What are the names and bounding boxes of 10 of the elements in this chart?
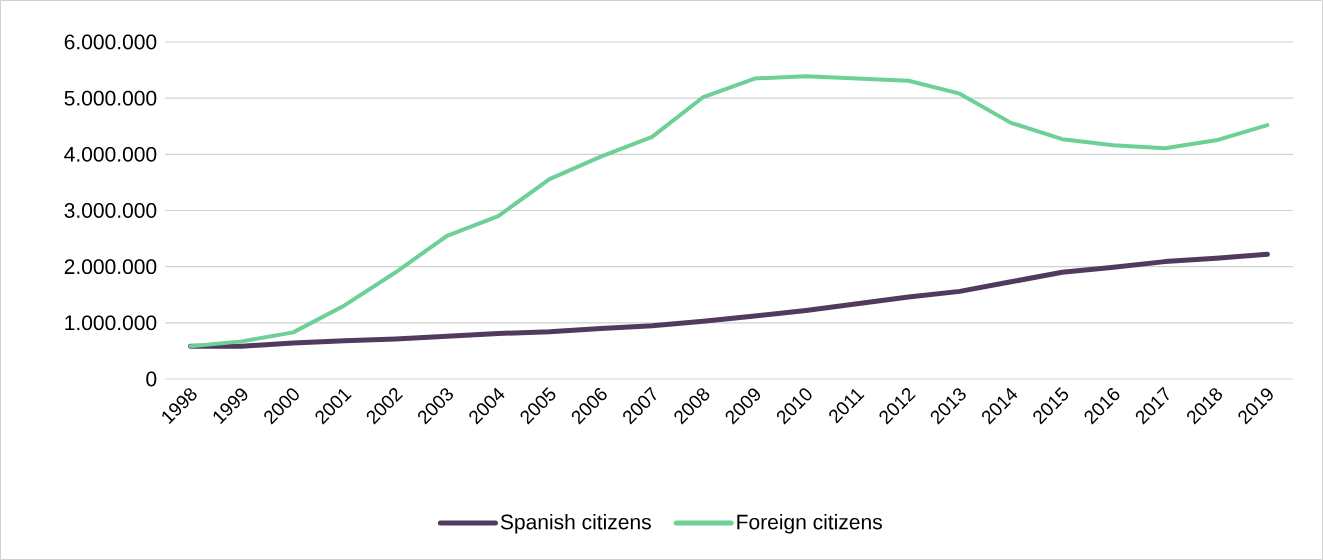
legend-label: Foreign citizens — [737, 514, 882, 534]
y-tick-label: 6.000.000 — [64, 34, 157, 50]
y-tick-label: 5.000.000 — [64, 90, 157, 106]
y-tick-label: 3.000.000 — [64, 203, 157, 218]
y-tick-label: 2.000.000 — [64, 259, 157, 275]
legend-label: Spanish citizens — [500, 514, 651, 534]
y-tick-label: 0 — [146, 371, 157, 387]
line-series — [188, 74, 1270, 349]
y-tick-label: 1.000.000 — [65, 315, 157, 331]
y-tick-label: 4.000.000 — [64, 146, 157, 162]
